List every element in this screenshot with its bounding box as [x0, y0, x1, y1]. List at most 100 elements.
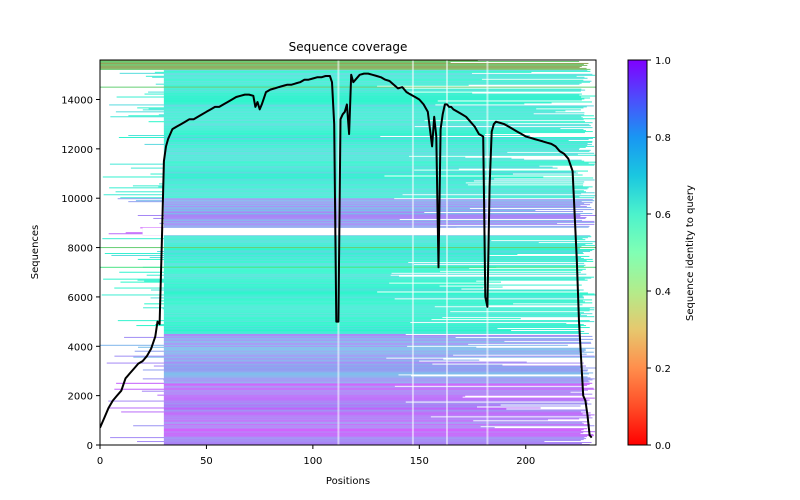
heatmap-row [163, 208, 470, 210]
heatmap-row [163, 396, 463, 398]
coverage-line-layer [100, 72, 593, 439]
heatmap-row [163, 305, 489, 307]
heatmap-row [163, 423, 584, 425]
x-tick-label: 0 [97, 456, 103, 467]
heatmap-row [163, 432, 584, 434]
heatmap-row [153, 217, 586, 219]
heatmap-row [163, 209, 594, 211]
heatmap-row [163, 329, 580, 331]
heatmap-row [163, 159, 582, 161]
heatmap-row [163, 140, 593, 142]
heatmap-row [163, 171, 576, 173]
heatmap-row [163, 73, 593, 75]
heatmap-row [163, 139, 569, 141]
heatmap-row [144, 280, 477, 282]
heatmap-row [163, 382, 581, 384]
heatmap-row [163, 309, 595, 311]
heatmap-row [137, 107, 584, 109]
heatmap-row [163, 318, 521, 320]
heatmap-row [163, 332, 589, 334]
heatmap-row [163, 214, 581, 215]
heatmap-row [163, 354, 454, 356]
heatmap-row [163, 172, 578, 174]
heatmap-row [163, 215, 581, 217]
heatmap-row [163, 170, 588, 172]
heatmap-row [163, 211, 584, 213]
heatmap-row [163, 319, 432, 321]
heatmap-row [163, 311, 451, 313]
heatmap-row [163, 321, 595, 323]
heatmap-row [117, 198, 395, 200]
heatmap-row [163, 95, 596, 97]
heatmap-row [163, 206, 587, 208]
heatmap-row [163, 202, 593, 204]
y-tick-label: 0 [87, 441, 93, 452]
heatmap-row [163, 223, 595, 225]
heatmap-row [163, 345, 408, 347]
heatmap-row [163, 316, 595, 318]
heatmap-row [163, 264, 586, 266]
heatmap-row [152, 76, 585, 78]
heatmap-row [163, 359, 480, 361]
heatmap-row [163, 196, 580, 198]
heatmap-row [108, 400, 588, 402]
heatmap-row [163, 352, 580, 354]
heatmap-row [163, 364, 503, 366]
heatmap-row [133, 356, 595, 358]
heatmap-row [132, 185, 584, 187]
heatmap-row [134, 350, 585, 352]
heatmap-row [144, 303, 514, 305]
heatmap-row [163, 144, 588, 146]
heatmap-row [137, 258, 593, 260]
heatmap-row [163, 412, 591, 414]
heatmap-row [163, 366, 583, 368]
heatmap-row [163, 97, 591, 99]
heatmap-row [163, 306, 435, 308]
heatmap-row [163, 312, 584, 314]
heatmap-row [101, 294, 596, 296]
heatmap-row [150, 173, 513, 175]
heatmap-row [104, 252, 584, 254]
y-tick-label: 6000 [68, 293, 93, 304]
heatmap-row [163, 299, 593, 301]
heatmap-row [130, 167, 558, 169]
heatmap-row [163, 244, 586, 246]
heatmap-row [163, 434, 594, 436]
heatmap-row [163, 420, 474, 422]
heatmap-row [163, 142, 588, 144]
colorbar-label: Sequence identity to query [685, 185, 696, 321]
heatmap-row [114, 287, 484, 289]
heatmap-row [163, 295, 583, 297]
heatmap-row [163, 397, 595, 399]
heatmap-row [163, 113, 534, 115]
heatmap-row [163, 89, 586, 91]
heatmap-row [163, 225, 590, 227]
heatmap-row [163, 81, 591, 83]
heatmap-gap-column [411, 60, 414, 445]
heatmap-row [118, 137, 596, 138]
heatmap-row [163, 141, 593, 143]
heatmap-row [163, 385, 395, 387]
heatmap-row [163, 275, 400, 277]
heatmap-row [110, 437, 585, 439]
heatmap-row [163, 138, 589, 140]
heatmap-row [163, 192, 595, 194]
x-tick-label: 50 [200, 456, 213, 467]
heatmap-row [163, 94, 580, 96]
heatmap-row [120, 197, 595, 199]
x-tick-label: 150 [410, 456, 429, 467]
heatmap-row [162, 162, 589, 164]
heatmap-row [159, 183, 584, 185]
heatmap-row [163, 331, 581, 333]
heatmap-row [163, 403, 592, 405]
heatmap-row [163, 349, 586, 351]
heatmap-row [163, 428, 588, 430]
heatmap-row [163, 246, 582, 248]
heatmap-row [163, 421, 589, 423]
heatmap-highlight-row [100, 86, 596, 88]
heatmap-row [163, 149, 591, 151]
heatmap-gap-column [445, 60, 448, 445]
heatmap-row [163, 148, 579, 150]
heatmap-row [158, 300, 583, 302]
heatmap-row [163, 98, 585, 100]
